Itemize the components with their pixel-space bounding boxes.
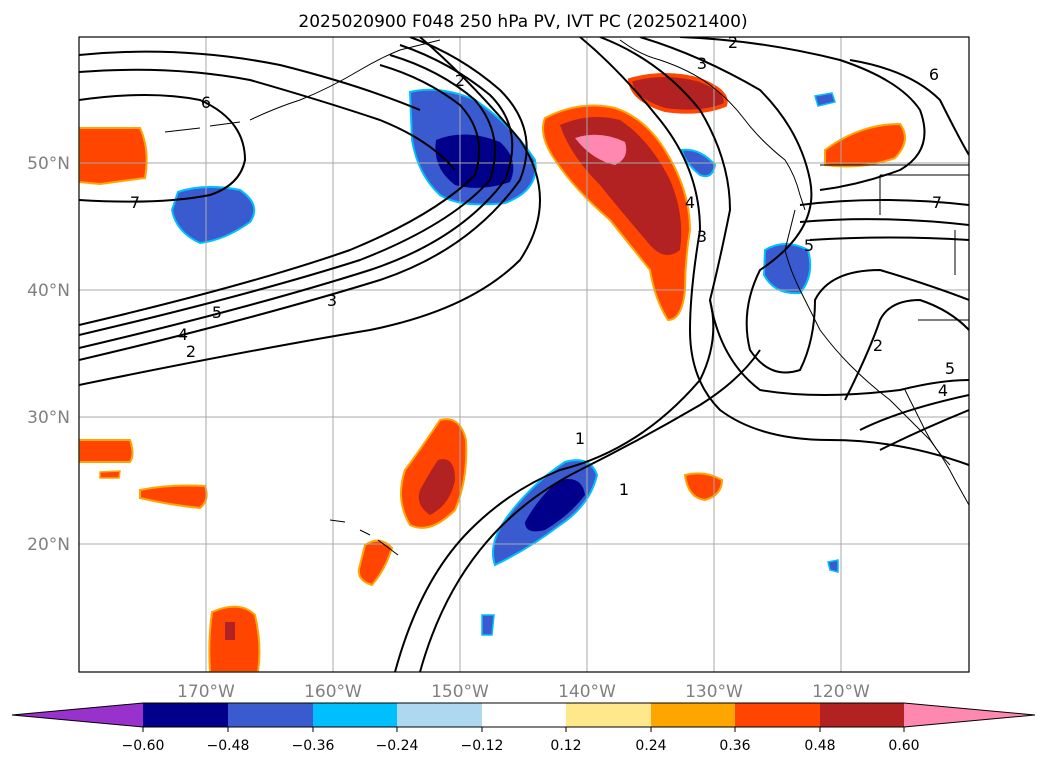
pv-anomaly-positive-sw3 [99,470,121,479]
colorbar-bin [143,703,228,727]
pv-anomaly-negative-w [170,186,256,245]
colorbar-bin [482,703,566,727]
contour-label: 3 [697,54,707,73]
colorbar-tick: −0.48 [207,738,250,754]
pv-anomaly-positive-sw [79,439,134,463]
contour-label: 3 [697,227,707,246]
colorbar-bin [228,703,313,727]
contour-label: 2 [455,71,465,90]
colorbar-bin [735,703,820,727]
pv-anomaly-positive-inland [824,122,906,168]
colorbar-extend-low [12,703,143,727]
contour-label: 5 [212,303,222,322]
colorbar-tick: −0.60 [122,738,165,754]
map-panel: 2 3 6 7 4 5 3 2 4 3 6 5 7 2 5 4 1 1 2 [78,33,970,673]
colorbar-bin [313,703,397,727]
colorbar-bin [651,703,735,727]
lon-label: 140°W [558,682,616,702]
colorbar-tick: −0.36 [292,738,335,754]
pv-anomaly-positive-small-south [683,472,724,502]
lon-label: 130°W [685,682,743,702]
pv-anomaly-positive-south-core [225,622,235,640]
pv-anomaly-negative-north-core [435,134,514,188]
contour-labels: 2 3 6 7 4 5 3 2 4 3 6 5 7 2 5 4 1 1 2 [130,33,955,499]
contour-label: 1 [619,480,629,499]
colorbar-bin [397,703,482,727]
pv-anomaly-negative-tiny-se [827,559,839,573]
contour-label: 7 [932,193,942,212]
contour-label: 4 [938,381,948,400]
contour-label: 6 [929,65,939,84]
contour-label: 2 [728,33,738,52]
contour-label: 1 [575,429,585,448]
lon-label: 160°W [304,682,362,702]
pv-anomaly-positive-nw [79,127,148,186]
colorbar-tick: 0.60 [888,738,919,754]
colorbar-bin [820,703,904,727]
contour-label: 3 [327,291,337,310]
contour-label: 5 [945,359,955,378]
lon-label: 120°W [812,682,870,702]
colorbar-tick: 0.24 [635,738,666,754]
pv-anomaly-positive-hawaii-core [418,459,455,515]
pv-anomaly-negative-subtropical-core [525,479,585,532]
colorbar-tick: 0.36 [719,738,750,754]
pv-fill-features [79,73,906,672]
graticule [79,37,969,672]
lat-label: 50°N [27,154,70,174]
pv-anomaly-positive-panhandle [627,73,728,114]
contour-label: 2 [873,336,883,355]
ivt-contours [79,37,969,672]
latitude-labels: 50°N 40°N 30°N 20°N [27,154,70,555]
lat-label: 20°N [27,535,70,555]
colorbar-tick: −0.24 [376,738,419,754]
pv-anomaly-positive-trough-peak [575,134,627,165]
colorbar-tick: −0.12 [461,738,504,754]
contour-label: 7 [130,193,140,212]
colorbar: −0.60 −0.48 −0.36 −0.24 −0.12 0.12 0.24 … [11,702,1036,754]
pv-anomaly-negative-tiny [814,92,836,107]
map-title: 2025020900 F048 250 hPa PV, IVT PC (2025… [298,12,747,32]
contour-label: 4 [685,193,695,212]
colorbar-extend-high [904,703,1035,727]
pv-anomaly-negative-tiny-south [481,614,495,636]
colorbar-bin [566,703,651,727]
colorbar-tick: 0.48 [804,738,835,754]
contour-label: 4 [178,325,188,344]
coastlines [164,39,969,556]
lat-label: 40°N [27,281,70,301]
lat-label: 30°N [27,408,70,428]
contour-label: 5 [804,236,814,255]
colorbar-tick: 0.12 [550,738,581,754]
lon-label: 150°W [431,682,489,702]
contour-label: 6 [201,93,211,112]
contour-label: 2 [186,342,196,361]
lon-label: 170°W [177,682,235,702]
longitude-labels: 170°W 160°W 150°W 140°W 130°W 120°W [177,682,870,702]
